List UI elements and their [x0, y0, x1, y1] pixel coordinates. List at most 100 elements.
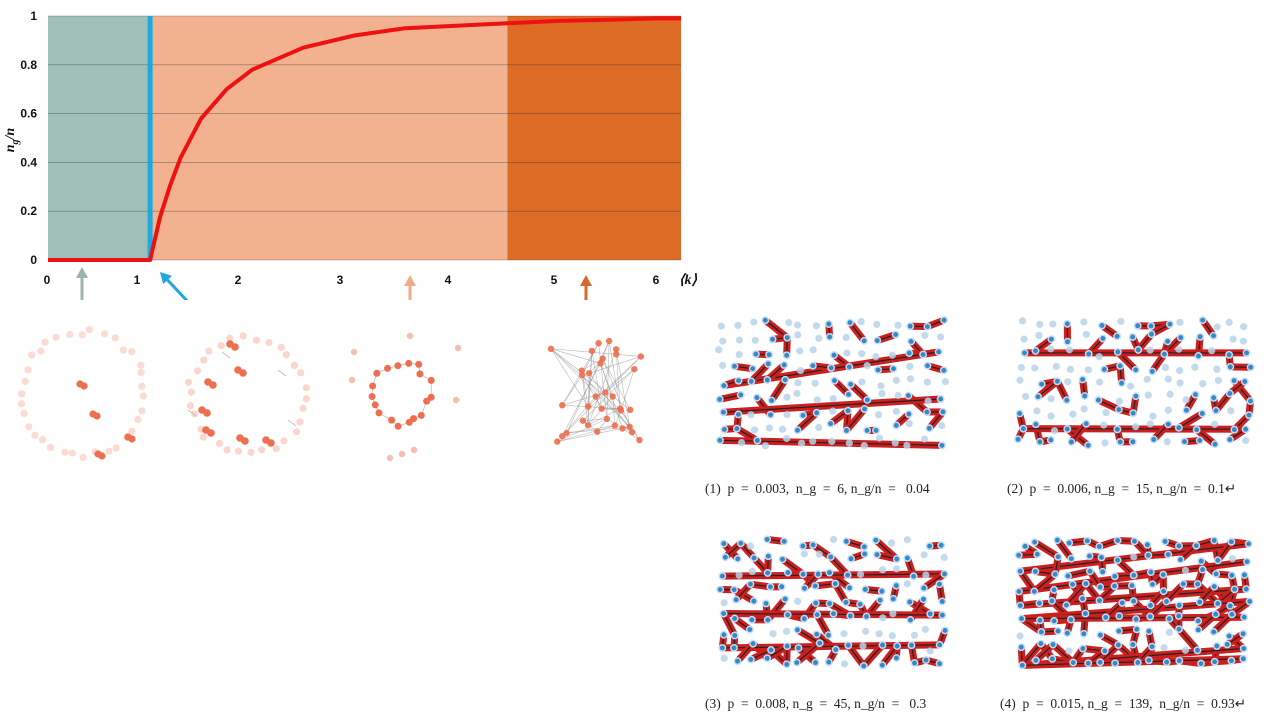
node — [226, 334, 234, 342]
node — [891, 330, 900, 339]
y-tick-label: 0.2 — [20, 204, 37, 218]
node — [765, 350, 774, 359]
node — [936, 395, 945, 403]
node — [831, 579, 840, 588]
node — [1240, 323, 1248, 331]
node — [856, 570, 865, 578]
node — [903, 554, 912, 563]
panel-2-caption: (2) p = 0.006, n_g = 15, n_g/n = 0.1↵ — [1007, 481, 1237, 496]
node — [846, 611, 855, 620]
node — [889, 594, 898, 603]
edge — [550, 348, 589, 407]
node — [563, 429, 570, 437]
node — [1179, 579, 1188, 588]
node — [811, 599, 820, 607]
node — [888, 632, 896, 640]
node — [1191, 390, 1200, 399]
node — [844, 406, 852, 415]
node — [1128, 640, 1137, 649]
supercritical-network-illustration — [348, 332, 462, 462]
node — [1100, 647, 1109, 655]
node — [452, 396, 460, 404]
node — [415, 360, 423, 368]
node — [1146, 420, 1154, 428]
node — [410, 446, 418, 454]
node — [1213, 556, 1222, 565]
node — [1180, 437, 1189, 446]
node — [840, 630, 848, 638]
node — [749, 639, 757, 648]
node — [746, 655, 755, 664]
node — [93, 412, 101, 420]
node — [878, 566, 887, 574]
node — [734, 376, 743, 385]
node — [736, 390, 745, 399]
node — [796, 347, 804, 355]
node — [887, 539, 896, 547]
node — [919, 595, 928, 604]
node — [1230, 425, 1239, 434]
edge-core — [881, 645, 898, 666]
node — [282, 351, 290, 359]
node — [824, 320, 833, 328]
node — [626, 423, 633, 431]
node — [876, 596, 885, 605]
node — [813, 396, 821, 404]
node — [17, 400, 25, 408]
node — [38, 436, 47, 444]
node — [1017, 614, 1026, 623]
node — [1036, 639, 1045, 648]
edge — [557, 425, 615, 442]
node — [873, 320, 881, 329]
node — [375, 409, 383, 417]
node — [1245, 411, 1253, 420]
node — [1174, 423, 1183, 432]
node — [388, 416, 396, 424]
node — [938, 597, 947, 606]
node — [1162, 597, 1171, 606]
node — [1050, 616, 1059, 625]
node — [1144, 656, 1153, 665]
node — [780, 537, 789, 546]
node — [879, 614, 887, 622]
node — [1065, 346, 1074, 354]
node — [394, 362, 402, 370]
node — [584, 403, 592, 410]
edge-core — [797, 629, 821, 644]
node — [842, 537, 851, 546]
node — [1080, 405, 1088, 413]
node — [751, 426, 759, 434]
node — [825, 599, 834, 608]
node — [781, 595, 790, 603]
node — [1082, 419, 1091, 428]
node — [862, 612, 871, 621]
node — [1019, 424, 1028, 433]
node — [1148, 580, 1157, 589]
node — [1191, 363, 1199, 371]
node — [1114, 641, 1123, 649]
y-tick-labels: 0 0.2 0.4 0.6 0.8 1 — [20, 9, 37, 267]
node — [894, 321, 902, 329]
edge-core — [750, 363, 769, 382]
y-tick-label: 0 — [30, 253, 37, 267]
node — [613, 351, 620, 358]
node — [599, 355, 606, 362]
node — [1194, 625, 1203, 634]
node — [1132, 615, 1141, 624]
node — [1096, 378, 1104, 386]
node — [809, 540, 818, 549]
node — [1031, 420, 1040, 429]
node — [1163, 438, 1171, 446]
giant-component-chart: 0 0.2 0.4 0.6 0.8 1 0 1 2 3 4 5 6 ng/n ⟨k⟩ — [3, 9, 697, 300]
edge-core — [923, 573, 945, 589]
giant-fraction-curve — [48, 16, 681, 262]
node — [906, 616, 915, 624]
node — [384, 364, 392, 372]
node — [1244, 539, 1253, 548]
node — [815, 550, 823, 558]
node — [609, 393, 616, 400]
node — [871, 536, 880, 545]
node — [811, 581, 820, 590]
node — [31, 431, 39, 439]
node — [1240, 377, 1249, 386]
